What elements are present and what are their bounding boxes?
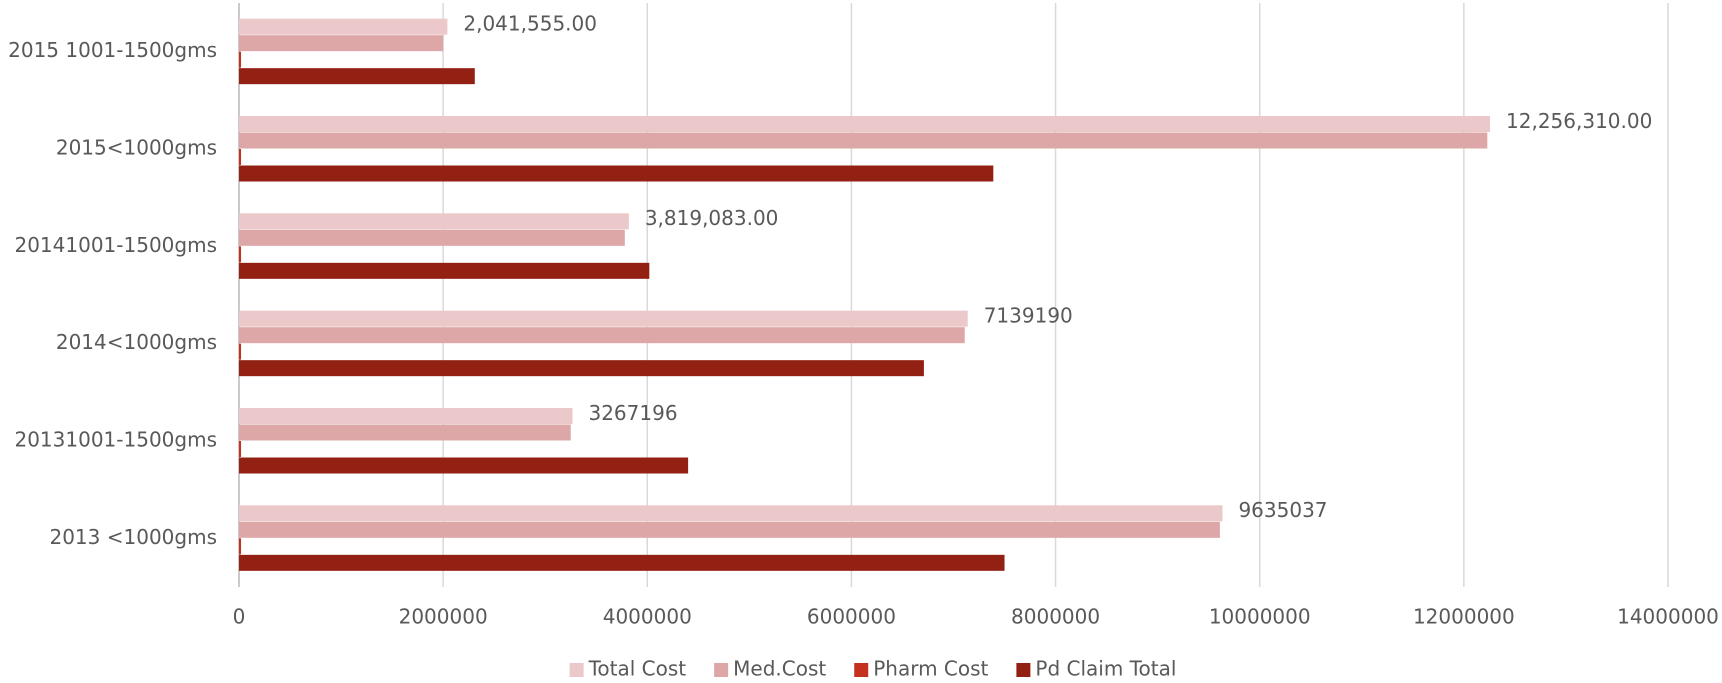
data-label: 9635037	[1238, 498, 1327, 522]
bar	[239, 165, 994, 182]
bar	[239, 554, 1005, 571]
bar	[239, 360, 924, 377]
legend-swatch	[714, 663, 729, 677]
legend-swatch	[569, 663, 584, 677]
bar	[239, 310, 968, 327]
legend-label: Med.Cost	[733, 657, 826, 681]
x-tick-label: 14000000	[1617, 605, 1719, 629]
x-tick-label: 12000000	[1413, 605, 1515, 629]
bar	[239, 68, 475, 85]
x-tick-label: 2000000	[399, 605, 488, 629]
bar	[239, 149, 242, 165]
data-label: 12,256,310.00	[1506, 109, 1652, 133]
bar	[239, 441, 242, 457]
bar	[239, 343, 242, 360]
y-tick-label: 2015 1001-1500gms	[8, 38, 217, 62]
y-tick-label: 20131001-1500gms	[14, 428, 217, 452]
bar	[239, 538, 242, 555]
y-tick-label: 2013 <1000gms	[49, 525, 217, 549]
x-tick-label: 4000000	[603, 605, 692, 629]
legend-label: Pd Claim Total	[1035, 657, 1176, 681]
bar	[239, 51, 242, 68]
y-tick-label: 20141001-1500gms	[14, 233, 217, 257]
bar	[239, 132, 1488, 149]
data-label: 2,041,555.00	[463, 11, 597, 35]
bar	[239, 116, 1491, 132]
data-label: 7139190	[984, 303, 1073, 327]
y-tick-label: 2014<1000gms	[56, 330, 217, 354]
x-tick-label: 10000000	[1209, 605, 1311, 629]
legend-label: Total Cost	[588, 657, 687, 681]
bar	[239, 457, 689, 474]
bar	[239, 18, 448, 35]
bar	[239, 35, 444, 52]
legend-swatch	[1016, 663, 1031, 677]
x-tick-label: 8000000	[1011, 605, 1100, 629]
legend-swatch	[854, 663, 869, 677]
bar	[239, 229, 625, 246]
bar	[239, 327, 965, 344]
data-label: 3,819,083.00	[645, 206, 779, 230]
bar	[239, 424, 571, 441]
bar	[239, 213, 629, 230]
legend: Total Cost Med.Cost Pharm Cost Pd Claim Tot…	[569, 657, 1176, 681]
bar	[239, 246, 242, 263]
bar	[239, 505, 1223, 522]
legend-label: Pharm Cost	[873, 657, 988, 681]
bar	[239, 521, 1220, 538]
data-label: 3267196	[588, 401, 677, 425]
bar	[239, 408, 573, 424]
y-tick-label: 2015<1000gms	[56, 136, 217, 160]
x-tick-label: 6000000	[807, 605, 896, 629]
x-tick-label: 0	[233, 605, 246, 629]
bar	[239, 262, 650, 279]
